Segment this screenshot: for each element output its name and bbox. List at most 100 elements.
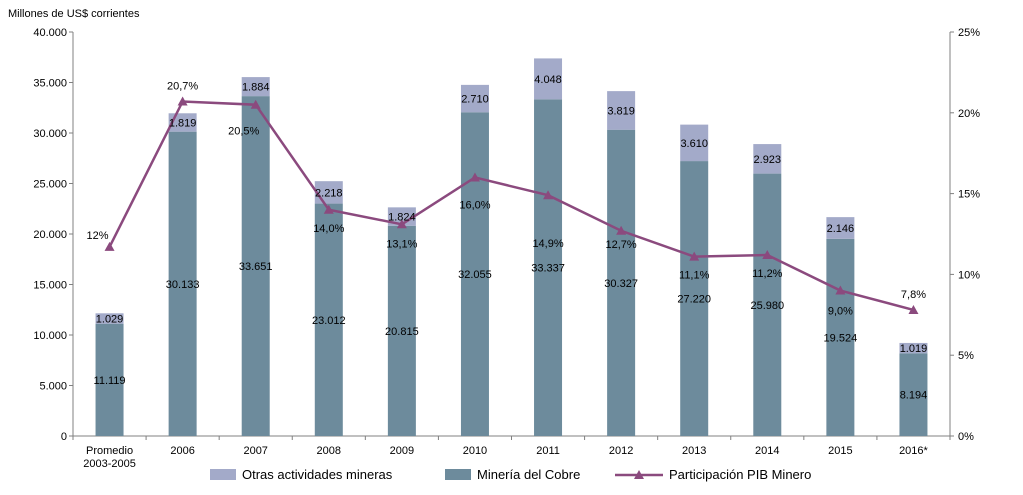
y-right-tick-label: 20% bbox=[958, 108, 980, 120]
bar-otras-actividades bbox=[753, 144, 782, 174]
y-left-tick-label: 10.000 bbox=[33, 330, 67, 342]
data-label-otras: 2.710 bbox=[461, 94, 489, 106]
marker-pib-minero bbox=[616, 225, 627, 235]
bar-otras-actividades bbox=[607, 91, 636, 130]
bar-mineria-cobre bbox=[460, 112, 489, 436]
y-right-tick-label: 10% bbox=[958, 269, 980, 281]
marker-pib-minero bbox=[323, 204, 334, 214]
legend-label: Otras actividades mineras bbox=[242, 467, 393, 482]
data-label-cobre: 11.119 bbox=[94, 375, 126, 387]
data-label-otras: 4.048 bbox=[534, 74, 562, 86]
data-label-pib: 14,9% bbox=[532, 238, 563, 250]
marker-pib-minero bbox=[469, 172, 480, 182]
bar-mineria-cobre bbox=[241, 96, 270, 436]
bar-mineria-cobre bbox=[314, 203, 343, 436]
legend-swatch bbox=[445, 469, 471, 480]
data-label-cobre: 33.651 bbox=[239, 261, 273, 273]
data-label-cobre: 23.012 bbox=[312, 315, 346, 327]
bar-otras-actividades bbox=[826, 217, 855, 239]
data-label-otras: 1.819 bbox=[169, 117, 197, 129]
bar-mineria-cobre bbox=[95, 323, 124, 436]
bar-otras-actividades bbox=[241, 77, 270, 97]
x-tick-label: 2003-2005 bbox=[83, 458, 136, 470]
data-label-otras: 2.146 bbox=[827, 223, 855, 235]
marker-pib-minero bbox=[250, 99, 261, 109]
legend-label: Minería del Cobre bbox=[477, 467, 580, 482]
data-label-otras: 2.923 bbox=[754, 154, 782, 166]
x-tick-label: 2010 bbox=[463, 445, 487, 457]
bar-mineria-cobre bbox=[826, 238, 855, 436]
bar-mineria-cobre bbox=[168, 131, 197, 437]
marker-pib-minero bbox=[835, 285, 846, 295]
bar-mineria-cobre bbox=[753, 173, 782, 437]
bar-otras-actividades bbox=[534, 58, 563, 100]
y-right-tick-label: 25% bbox=[958, 27, 980, 39]
data-label-pib: 11,1% bbox=[679, 270, 710, 282]
data-label-otras: 3.819 bbox=[607, 105, 635, 117]
bar-mineria-cobre bbox=[387, 225, 416, 436]
data-label-otras: 1.029 bbox=[96, 314, 124, 326]
data-label-otras: 2.218 bbox=[315, 187, 343, 199]
data-label-cobre: 27.220 bbox=[677, 294, 711, 306]
bar-mineria-cobre bbox=[534, 99, 563, 437]
y-left-tick-label: 20.000 bbox=[33, 229, 67, 241]
bar-mineria-cobre bbox=[607, 129, 636, 436]
data-label-pib: 9,0% bbox=[828, 306, 853, 318]
x-tick-label: 2006 bbox=[170, 445, 194, 457]
marker-pib-minero bbox=[104, 241, 115, 251]
data-label-cobre: 20.815 bbox=[385, 326, 419, 338]
data-label-otras: 1.824 bbox=[388, 212, 416, 224]
x-tick-label: 2015 bbox=[828, 445, 852, 457]
line-series bbox=[104, 96, 919, 314]
y-left-tick-label: 15.000 bbox=[33, 280, 67, 292]
data-label-pib: 13,1% bbox=[386, 238, 417, 250]
data-label-cobre: 32.055 bbox=[458, 269, 492, 281]
data-label-pib: 12,7% bbox=[606, 239, 637, 251]
x-tick-label: 2013 bbox=[682, 445, 706, 457]
x-tick-label: 2016* bbox=[899, 445, 928, 457]
bar-mineria-cobre bbox=[680, 161, 709, 436]
data-label-otras: 1.884 bbox=[242, 82, 270, 94]
data-label-pib: 7,8% bbox=[901, 289, 926, 301]
marker-pib-minero bbox=[908, 304, 919, 314]
x-tick-label: 2007 bbox=[243, 445, 267, 457]
data-label-cobre: 8.194 bbox=[900, 390, 928, 402]
data-label-cobre: 25.980 bbox=[750, 300, 784, 312]
y-right-tick-label: 0% bbox=[958, 431, 974, 443]
marker-pib-minero bbox=[396, 219, 407, 229]
data-label-pib: 11,2% bbox=[752, 268, 783, 280]
tick-labels: 0 5.000 10.000 15.000 20.000 25.000 30.000 35.0… bbox=[33, 27, 980, 470]
y-left-tick-label: 40.000 bbox=[33, 27, 67, 39]
y-left-tick-label: 5.000 bbox=[39, 381, 67, 393]
bar-otras-actividades bbox=[680, 124, 709, 162]
data-label-cobre: 30.327 bbox=[604, 278, 638, 290]
bar-otras-actividades bbox=[899, 342, 928, 354]
marker-pib-minero bbox=[689, 251, 700, 261]
line-pib-minero bbox=[108, 100, 914, 312]
data-label-pib: 16,0% bbox=[459, 199, 490, 211]
legend-swatch bbox=[210, 469, 236, 480]
data-label-cobre: 33.337 bbox=[531, 263, 565, 275]
x-tick-label: Promedio bbox=[86, 445, 133, 457]
x-tick-label: 2008 bbox=[317, 445, 341, 457]
bar-mineria-cobre bbox=[899, 353, 928, 436]
data-label-cobre: 19.524 bbox=[824, 332, 858, 344]
data-label-pib: 20,5% bbox=[228, 126, 259, 138]
marker-pib-minero bbox=[543, 190, 554, 200]
y-left-tick-label: 35.000 bbox=[33, 78, 67, 90]
x-tick-label: 2012 bbox=[609, 445, 633, 457]
y-left-tick-label: 25.000 bbox=[33, 179, 67, 191]
x-tick-label: 2009 bbox=[390, 445, 414, 457]
data-label-cobre: 30.133 bbox=[166, 279, 200, 291]
y-right-tick-label: 5% bbox=[958, 350, 974, 362]
axes bbox=[69, 31, 954, 440]
x-tick-label: 2014 bbox=[755, 445, 779, 457]
data-label-pib: 12% bbox=[87, 230, 109, 242]
data-label-otras: 1.019 bbox=[900, 343, 928, 355]
legend-marker bbox=[634, 470, 644, 479]
data-labels: 11.119 1.029 30.133 1.819 33.651 1.884 23.012 2… bbox=[87, 74, 928, 402]
data-label-otras: 3.610 bbox=[680, 138, 708, 150]
bar-series bbox=[95, 58, 928, 437]
marker-pib-minero bbox=[177, 96, 188, 106]
